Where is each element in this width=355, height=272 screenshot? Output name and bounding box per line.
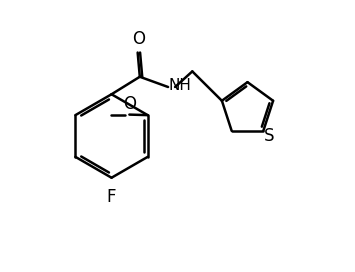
Text: O: O (123, 95, 136, 113)
Text: O: O (132, 30, 146, 48)
Text: NH: NH (169, 78, 191, 93)
Text: S: S (263, 127, 274, 145)
Text: F: F (107, 188, 116, 206)
